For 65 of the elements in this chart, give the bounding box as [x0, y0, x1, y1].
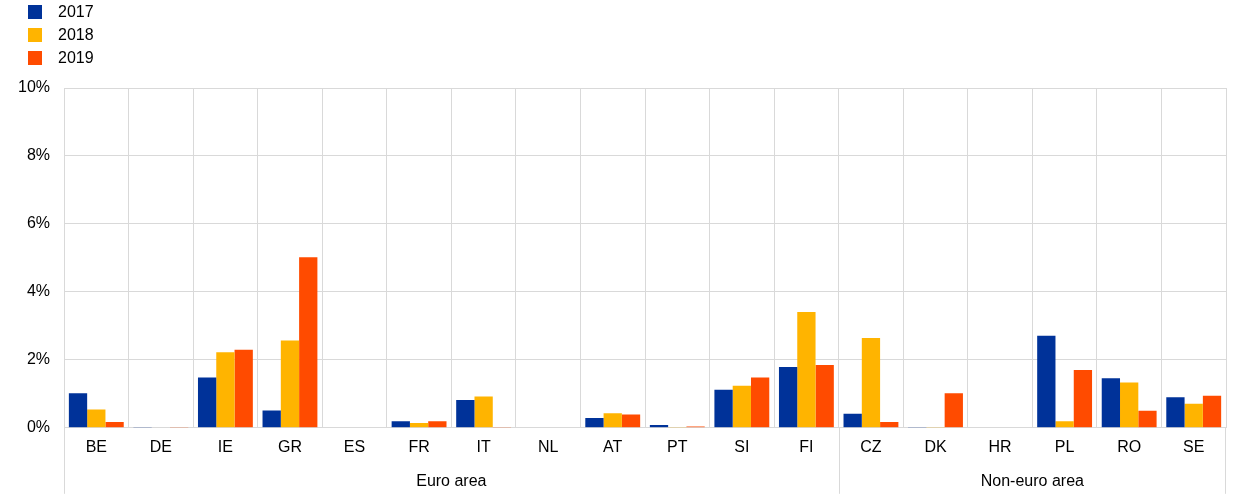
- bar: [1184, 403, 1203, 428]
- bar: [299, 257, 318, 428]
- legend-label: 2018: [58, 25, 94, 44]
- bar: [280, 340, 300, 428]
- bar: [880, 422, 899, 428]
- y-tick-label: 6%: [26, 214, 51, 232]
- bar: [861, 338, 881, 428]
- bar: [815, 364, 834, 428]
- bar: [714, 389, 733, 428]
- bar: [474, 396, 493, 428]
- bar: [68, 393, 88, 428]
- bar: [843, 413, 862, 428]
- x-tick-label: BE: [85, 437, 107, 455]
- bar: [262, 410, 281, 428]
- bar: [234, 349, 253, 428]
- x-tick-label: DK: [924, 437, 947, 455]
- bar: [732, 385, 751, 428]
- bar: [1101, 378, 1121, 428]
- bar: [1120, 382, 1139, 428]
- bar: [1037, 335, 1056, 428]
- bar: [105, 422, 124, 428]
- text: Non-euro area: [980, 472, 1085, 490]
- bar: [621, 414, 641, 428]
- x-tick-label: CZ: [860, 437, 882, 455]
- bar: [409, 423, 429, 428]
- bar: [1055, 421, 1074, 428]
- bar: [87, 409, 106, 428]
- bar: [428, 421, 447, 428]
- x-tick-label: RO: [1117, 437, 1142, 455]
- x-tick-label: PL: [1054, 437, 1075, 455]
- x-tick-label: PT: [667, 437, 688, 455]
- x-tick-label: DE: [149, 437, 172, 455]
- bar: [778, 366, 798, 428]
- bar: [216, 352, 235, 428]
- x-tick-label: NL: [537, 437, 559, 455]
- bar: [603, 413, 622, 428]
- text: Euro area: [416, 472, 487, 490]
- bar: [1073, 370, 1093, 428]
- x-tick-label: FR: [408, 437, 430, 455]
- bar: [1166, 397, 1185, 428]
- y-tick-label: 4%: [26, 282, 51, 300]
- bar: [750, 377, 770, 428]
- x-tick-label: ES: [343, 437, 366, 455]
- bar: [1138, 410, 1157, 428]
- bar: [391, 421, 410, 428]
- bar: [456, 399, 475, 428]
- y-tick-label: 2%: [26, 350, 51, 368]
- bar: [197, 377, 217, 428]
- bar: [585, 417, 604, 428]
- x-tick-label: GR: [277, 437, 302, 455]
- bar: [797, 311, 816, 428]
- y-tick-label: 10%: [17, 78, 51, 96]
- x-tick-label: FI: [799, 437, 814, 455]
- x-tick-label: SE: [1183, 437, 1205, 455]
- y-tick-label: 0%: [26, 418, 51, 436]
- y-tick-label: 8%: [26, 146, 51, 164]
- legend-label: 2019: [58, 48, 94, 67]
- x-tick-label: HR: [988, 437, 1012, 455]
- bar: [1202, 395, 1222, 428]
- legend-label: 2017: [58, 2, 94, 21]
- x-tick-label: IT: [476, 437, 491, 455]
- x-tick-label: IE: [217, 437, 233, 455]
- x-tick-label: AT: [603, 437, 623, 455]
- x-tick-label: SI: [734, 437, 750, 455]
- bar: [944, 393, 963, 428]
